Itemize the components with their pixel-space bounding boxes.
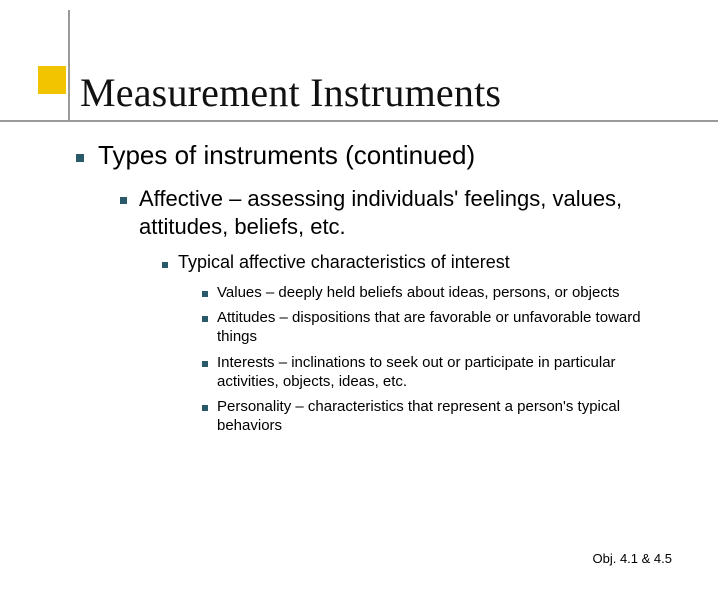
title-vertical-rule bbox=[68, 10, 70, 122]
lvl4-text-0: Values – deeply held beliefs about ideas… bbox=[217, 283, 680, 302]
square-bullet-icon bbox=[202, 405, 208, 411]
lvl1-text: Types of instruments (continued) bbox=[98, 140, 680, 171]
square-bullet-icon bbox=[162, 262, 168, 268]
bullet-lvl3: Typical affective characteristics of int… bbox=[162, 252, 680, 273]
bullet-lvl4: Personality – characteristics that repre… bbox=[202, 397, 680, 435]
bullet-lvl4: Values – deeply held beliefs about ideas… bbox=[202, 283, 680, 302]
square-bullet-icon bbox=[76, 154, 84, 162]
lvl4-text-3: Personality – characteristics that repre… bbox=[217, 397, 680, 435]
accent-square-icon bbox=[38, 66, 66, 94]
bullet-lvl2: Affective – assessing individuals' feeli… bbox=[120, 185, 680, 240]
square-bullet-icon bbox=[202, 291, 208, 297]
title-area: Measurement Instruments bbox=[38, 72, 720, 114]
slide: Measurement Instruments Types of instrum… bbox=[0, 72, 720, 612]
bullet-lvl4: Interests – inclinations to seek out or … bbox=[202, 353, 680, 391]
lvl4-text-1: Attitudes – dispositions that are favora… bbox=[217, 308, 680, 346]
bullet-lvl1: Types of instruments (continued) bbox=[76, 140, 680, 171]
bullet-lvl4: Attitudes – dispositions that are favora… bbox=[202, 308, 680, 346]
slide-title: Measurement Instruments bbox=[80, 72, 720, 114]
title-horizontal-rule bbox=[0, 120, 718, 122]
slide-body: Types of instruments (continued) Affecti… bbox=[76, 140, 680, 435]
square-bullet-icon bbox=[202, 316, 208, 322]
footer-objective: Obj. 4.1 & 4.5 bbox=[593, 551, 673, 566]
lvl2-text: Affective – assessing individuals' feeli… bbox=[139, 185, 680, 240]
square-bullet-icon bbox=[202, 361, 208, 367]
lvl4-text-2: Interests – inclinations to seek out or … bbox=[217, 353, 680, 391]
square-bullet-icon bbox=[120, 197, 127, 204]
lvl3-text: Typical affective characteristics of int… bbox=[178, 252, 680, 273]
